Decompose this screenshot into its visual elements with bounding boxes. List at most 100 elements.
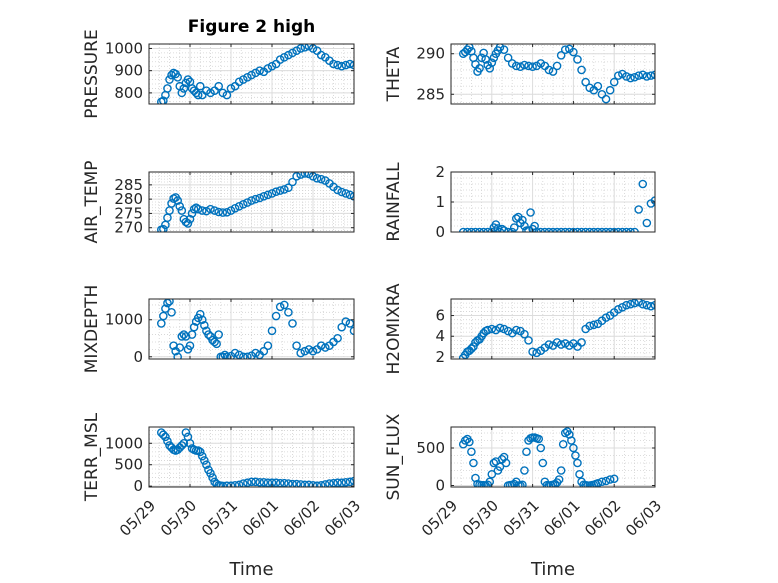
terr-msl-data-point [333, 478, 342, 487]
pressure-data-point [288, 48, 297, 58]
pressure-axis-label: PRESSURE [82, 29, 102, 118]
rainfall-y-tick-label: 0 [435, 223, 445, 241]
pressure-data-point [255, 66, 265, 75]
mixdepth-data-point [308, 346, 318, 356]
air-temp-data-point [226, 206, 236, 215]
sun-flux-data-point [489, 458, 499, 468]
terr-msl-series [156, 428, 354, 487]
air-temp-data-point [234, 201, 244, 211]
terr-msl-data-point [218, 481, 228, 487]
mixdepth-y-tick-label: 0 [133, 348, 143, 366]
terr-msl-data-point [296, 480, 305, 487]
mixdepth-data-point [239, 352, 248, 359]
air-temp-data-point [337, 187, 347, 197]
h2omixra-data-point [503, 326, 513, 336]
mixdepth-data-point [173, 352, 182, 359]
theta-data-point [511, 61, 521, 71]
h2omixra-y-tick-label: 2 [435, 348, 445, 366]
air-temp-data-point [271, 187, 281, 197]
pressure-data-point [243, 73, 252, 82]
air-temp-axis-label: AIR_TEMP [82, 161, 102, 244]
sun-flux-data-point [573, 458, 582, 468]
air-temp-data-point [263, 190, 273, 200]
mixdepth-data-point [316, 341, 326, 350]
terr-msl-data-point [214, 480, 223, 487]
air-temp-data-point [238, 199, 248, 209]
mixdepth-axes-box [148, 298, 355, 360]
terr-msl-data-point [200, 456, 209, 465]
x-tick-label: 06/01 [540, 497, 583, 540]
x-tick-label: 06/03 [321, 497, 364, 540]
theta-y-tick-label: 285 [416, 85, 445, 103]
sun-flux-data-point [554, 475, 564, 484]
air-temp-data-point [173, 196, 182, 205]
sun-flux-data-point [581, 480, 590, 487]
pressure-data-point [177, 88, 187, 98]
theta-data-point [626, 73, 635, 83]
mixdepth-data-point [218, 352, 228, 359]
theta-series [458, 44, 655, 104]
theta-data-point [556, 51, 566, 60]
mixdepth-data-point [210, 337, 219, 347]
air-temp-data-point [193, 204, 203, 214]
air-temp-y-tick-label: 275 [114, 204, 143, 222]
h2omixra-data-point [520, 329, 529, 339]
pressure-y-tick-label: 800 [114, 84, 143, 102]
mixdepth-data-point [263, 341, 273, 350]
h2omixra-data-point [544, 340, 554, 349]
h2omixra-data-point [483, 325, 493, 335]
theta-data-point [638, 70, 648, 80]
mixdepth-y-tick-label: 1000 [105, 311, 143, 329]
sun-flux-data-point [460, 436, 470, 445]
theta-data-point [634, 71, 643, 80]
theta-data-point [489, 53, 499, 63]
mixdepth-data-point [292, 341, 301, 350]
mixdepth-data-point [189, 322, 199, 332]
mixdepth-series [156, 299, 354, 359]
terr-msl-data-point [255, 477, 265, 487]
pressure-data-point [226, 84, 236, 93]
terr-msl-data-point [271, 478, 281, 487]
air-temp-data-point [284, 183, 293, 193]
pressure-data-point [173, 73, 182, 82]
theta-axes-box [450, 43, 656, 105]
theta-data-point [485, 64, 495, 73]
air-temp-series [157, 172, 354, 232]
terr-msl-data-point [308, 480, 318, 487]
terr-msl-axis-label: TERR_MSL [82, 412, 102, 502]
rainfall-y-tick-label: 2 [435, 163, 445, 181]
h2omixra-data-point [601, 313, 611, 322]
h2omixra-data-point [565, 341, 574, 350]
theta-data-point [552, 61, 562, 71]
terr-msl-data-point [284, 479, 293, 487]
pressure-data-point [300, 44, 310, 52]
theta-data-point [503, 53, 513, 63]
mixdepth-data-point [159, 311, 168, 321]
sun-flux-y-tick-label: 500 [416, 439, 445, 457]
pressure-data-point [337, 61, 347, 71]
h2omixra-data-point [491, 325, 501, 335]
rainfall-axis-label: RAINFALL [384, 162, 404, 242]
pressure-data-point [218, 88, 228, 98]
terr-msl-data-point [181, 428, 191, 437]
sun-flux-data-point [485, 477, 495, 487]
air-temp-data-point [210, 206, 219, 215]
terr-msl-data-point [185, 438, 195, 448]
sun-flux-axes-box [450, 426, 656, 488]
theta-y-tick-label: 290 [416, 45, 445, 63]
mixdepth-data-point [179, 330, 189, 339]
sun-flux-y-tick-label: 0 [435, 477, 445, 495]
theta-data-point [520, 60, 529, 70]
sun-flux-data-point [520, 466, 529, 475]
mixdepth-data-point [288, 319, 297, 328]
x-tick-label: 05/30 [459, 497, 502, 540]
pressure-data-point [251, 68, 260, 78]
theta-data-point [528, 62, 537, 72]
air-temp-data-point [300, 172, 310, 178]
h2omixra-data-point [634, 299, 643, 307]
h2omixra-y-tick-label: 6 [435, 307, 445, 325]
h2omixra-data-point [650, 300, 655, 310]
terr-msl-data-point [197, 451, 207, 461]
terr-msl-data-point [234, 480, 244, 487]
